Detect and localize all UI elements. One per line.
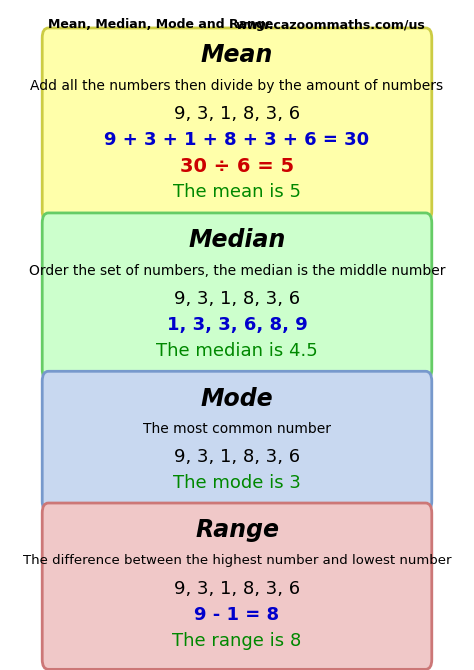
Text: 9, 3, 1, 8, 3, 6: 9, 3, 1, 8, 3, 6	[174, 290, 300, 308]
Text: Mode: Mode	[201, 387, 273, 411]
FancyBboxPatch shape	[42, 213, 432, 379]
Text: The range is 8: The range is 8	[173, 632, 301, 650]
Text: Range: Range	[195, 519, 279, 542]
FancyBboxPatch shape	[42, 371, 432, 511]
Text: 30 ÷ 6 = 5: 30 ÷ 6 = 5	[180, 157, 294, 176]
Text: www.cazoommaths.com/us: www.cazoommaths.com/us	[236, 18, 426, 31]
Text: The mean is 5: The mean is 5	[173, 184, 301, 202]
Text: 9 + 3 + 1 + 8 + 3 + 6 = 30: 9 + 3 + 1 + 8 + 3 + 6 = 30	[104, 131, 370, 149]
Text: 9, 3, 1, 8, 3, 6: 9, 3, 1, 8, 3, 6	[174, 448, 300, 466]
Text: 9, 3, 1, 8, 3, 6: 9, 3, 1, 8, 3, 6	[174, 580, 300, 598]
Text: The most common number: The most common number	[143, 422, 331, 436]
Text: Add all the numbers then divide by the amount of numbers: Add all the numbers then divide by the a…	[30, 79, 444, 93]
FancyBboxPatch shape	[42, 503, 432, 669]
FancyBboxPatch shape	[42, 28, 432, 221]
Text: 9, 3, 1, 8, 3, 6: 9, 3, 1, 8, 3, 6	[174, 105, 300, 123]
Text: 9 - 1 = 8: 9 - 1 = 8	[194, 606, 280, 624]
Text: Median: Median	[188, 228, 286, 252]
Text: The difference between the highest number and lowest number: The difference between the highest numbe…	[23, 554, 451, 567]
Text: The median is 4.5: The median is 4.5	[156, 342, 318, 360]
Text: Order the set of numbers, the median is the middle number: Order the set of numbers, the median is …	[29, 264, 445, 278]
Text: 1, 3, 3, 6, 8, 9: 1, 3, 3, 6, 8, 9	[167, 316, 307, 334]
Text: Mean: Mean	[201, 44, 273, 67]
Text: Mean, Median, Mode and Range: Mean, Median, Mode and Range	[48, 18, 274, 31]
Text: The mode is 3: The mode is 3	[173, 474, 301, 492]
